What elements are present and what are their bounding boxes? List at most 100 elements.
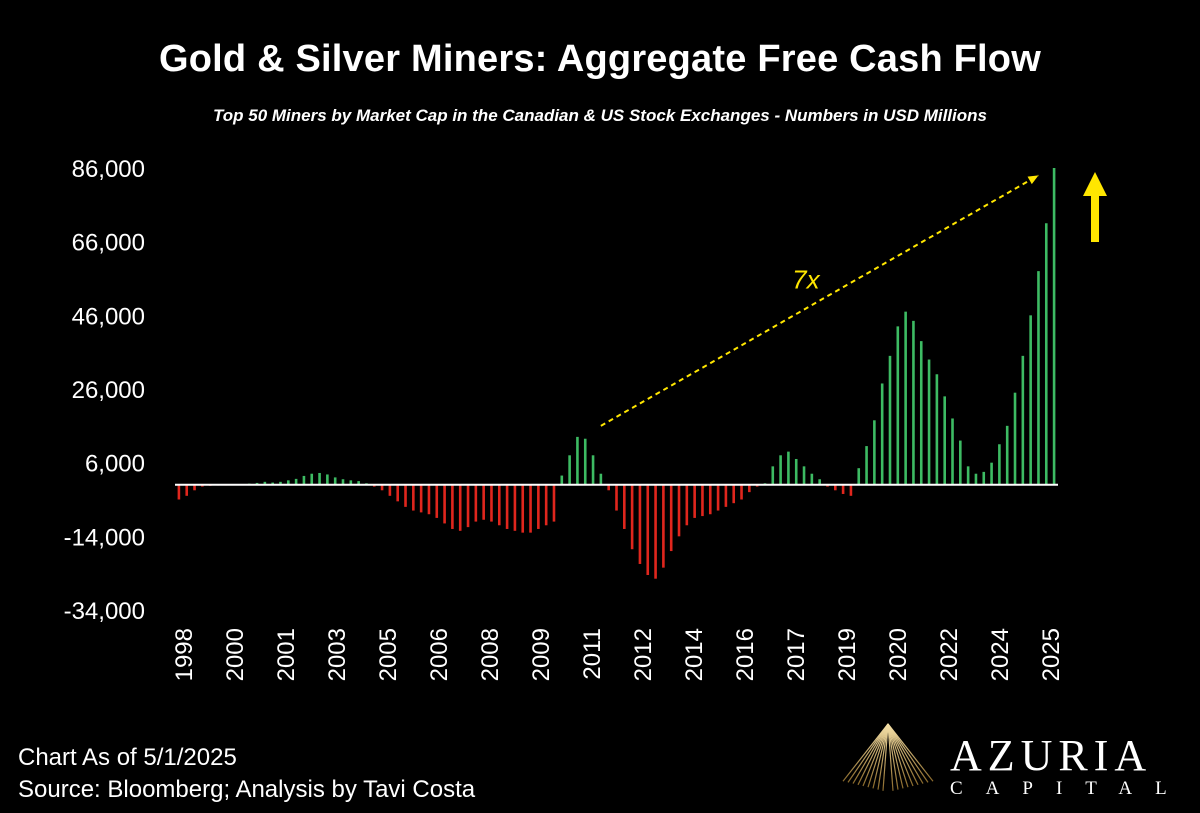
bar [568, 455, 571, 485]
growth-multiple-label: 7x [792, 265, 820, 295]
y-tick-label: 46,000 [72, 303, 145, 330]
bar [951, 418, 954, 485]
bar [560, 475, 564, 485]
bar [685, 484, 689, 526]
bar [302, 475, 306, 485]
logo-subtitle: CAPITAL [950, 778, 1190, 799]
bar [732, 484, 736, 504]
bar [521, 484, 525, 533]
bar [959, 440, 962, 485]
x-tick-label: 2025 [1038, 628, 1065, 681]
bar [841, 484, 845, 494]
bar [724, 484, 728, 507]
bar [599, 473, 603, 485]
chart-date-note: Chart As of 5/1/2025 [18, 744, 237, 771]
bar [693, 484, 696, 518]
up-arrow-icon [1083, 172, 1107, 196]
bar [607, 484, 610, 491]
bar [388, 484, 392, 496]
logo-name: AZURIA [950, 731, 1153, 780]
bar [794, 458, 798, 485]
x-tick-label: 2003 [324, 628, 351, 681]
bar [419, 484, 423, 513]
bar [529, 484, 532, 533]
bar [912, 320, 915, 485]
bar [279, 481, 282, 485]
x-tick-label: 2001 [273, 628, 300, 681]
bar [318, 472, 321, 485]
bar [474, 484, 478, 522]
bar [412, 484, 415, 511]
bar [482, 484, 485, 520]
chart-subtitle: Top 50 Miners by Market Cap in the Canad… [213, 106, 987, 125]
bar [662, 484, 665, 568]
bar [537, 484, 540, 529]
bar [802, 466, 806, 485]
bar [1037, 271, 1040, 485]
bar [349, 480, 353, 485]
trend-arrow-head [1027, 175, 1039, 185]
bar [505, 484, 509, 529]
x-tick-label: 2014 [681, 628, 708, 681]
bar [287, 480, 290, 485]
chart-title: Gold & Silver Miners: Aggregate Free Cas… [159, 38, 1041, 80]
x-tick-label: 2017 [783, 628, 810, 681]
bar [1029, 315, 1032, 485]
bar [669, 484, 673, 552]
bar [1021, 355, 1025, 485]
bar [193, 484, 196, 491]
bar [990, 462, 993, 485]
x-tick-label: 2011 [579, 628, 606, 680]
bar [919, 341, 923, 485]
bar [552, 484, 556, 522]
bar [904, 311, 907, 485]
bar [576, 436, 579, 485]
y-tick-label: 6,000 [85, 451, 145, 478]
bar [1044, 223, 1048, 485]
bar [427, 484, 431, 515]
up-arrow-shaft [1091, 194, 1099, 242]
x-tick-label: 2020 [885, 628, 912, 681]
bar [873, 420, 876, 485]
bar [615, 484, 618, 511]
bar [849, 484, 853, 496]
bar [435, 484, 439, 518]
bar [833, 484, 837, 491]
bar [271, 482, 274, 485]
y-tick-label: 26,000 [72, 377, 145, 404]
source-note: Source: Bloomberg; Analysis by Tavi Cost… [18, 776, 476, 803]
bar [943, 396, 946, 485]
x-tick-label: 2024 [987, 628, 1014, 681]
x-tick-label: 2012 [630, 628, 657, 681]
y-tick-label: -34,000 [64, 598, 145, 625]
bar [583, 438, 587, 485]
bar [443, 484, 446, 524]
bar [263, 481, 267, 485]
bar [810, 473, 814, 485]
bar [998, 444, 1001, 485]
bar [513, 484, 517, 531]
bar [818, 479, 821, 485]
bar [748, 484, 751, 493]
bar [1052, 168, 1056, 485]
y-tick-label: 66,000 [72, 230, 145, 257]
y-tick-label: 86,000 [72, 156, 145, 183]
bar [623, 484, 626, 529]
bar [787, 451, 790, 485]
bar [857, 468, 861, 485]
bar [888, 355, 892, 485]
bar [490, 484, 493, 522]
bar [396, 484, 400, 502]
bar [357, 481, 360, 485]
bar [380, 484, 384, 491]
bar [927, 359, 931, 485]
x-tick-label: 2019 [834, 628, 861, 681]
bar [1013, 392, 1017, 485]
bar [326, 474, 329, 485]
y-tick-label: -14,000 [64, 524, 145, 551]
bar [1005, 425, 1009, 485]
bar [646, 484, 650, 576]
chart-area: 86,000 66,000 46,000 26,000 6,000 -14,000 -34,… [64, 156, 1107, 681]
bar [779, 455, 782, 485]
bar [966, 466, 970, 485]
